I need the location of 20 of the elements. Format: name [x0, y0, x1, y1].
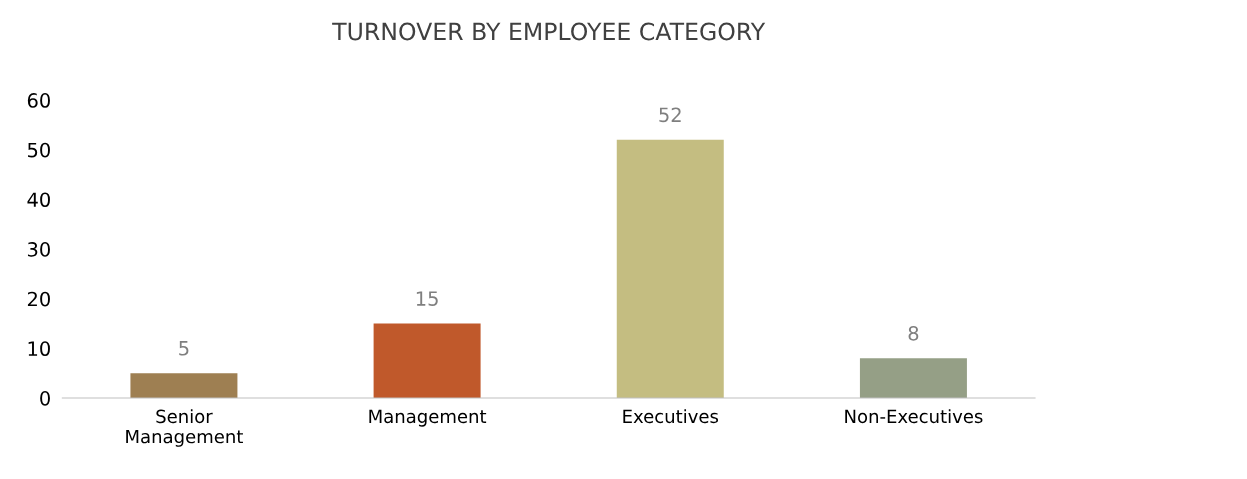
x-tick-label: Senior Management: [126, 409, 243, 447]
data-label: 5: [179, 341, 189, 356]
data-label: 8: [908, 325, 919, 341]
y-tick-label: 0: [40, 391, 50, 406]
y-tick-label: 40: [27, 192, 50, 208]
x-tick-label: Non-Executives: [845, 409, 983, 424]
y-tick-label: 10: [28, 341, 50, 357]
y-tick-label: 20: [27, 291, 50, 307]
bar: [373, 323, 481, 399]
y-tick-label: 30: [27, 242, 50, 257]
chart-title: TURNOVER BY EMPLOYEE CATEGORY: [332, 22, 766, 41]
bar: [130, 373, 238, 399]
x-tick-label: Management: [369, 409, 487, 427]
y-tick-label: 50: [28, 142, 50, 158]
data-label: 52: [659, 107, 681, 123]
data-label: 15: [416, 291, 438, 306]
x-tick-label: Executives: [623, 409, 719, 424]
bar: [859, 358, 967, 399]
bar: [616, 139, 724, 399]
y-tick-label: 60: [27, 93, 50, 108]
